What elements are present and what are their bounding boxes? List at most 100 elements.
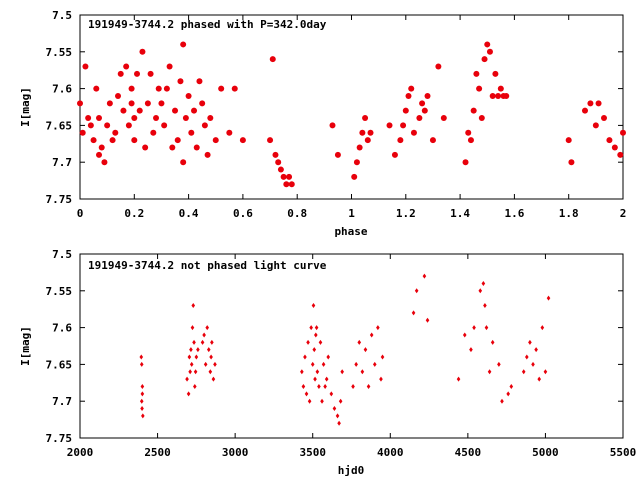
data-point bbox=[163, 85, 170, 92]
data-point bbox=[199, 100, 206, 107]
data-point bbox=[484, 325, 489, 331]
data-point bbox=[180, 159, 187, 166]
data-point bbox=[213, 361, 217, 367]
x-tick-label: 0 bbox=[77, 207, 84, 220]
data-point bbox=[158, 100, 165, 107]
data-point bbox=[376, 325, 380, 331]
data-point bbox=[465, 129, 472, 136]
y-axis-label: I[mag] bbox=[19, 326, 32, 366]
x-tick-label: 2500 bbox=[144, 446, 171, 459]
data-point bbox=[408, 85, 415, 92]
data-point bbox=[131, 115, 138, 122]
data-point bbox=[587, 100, 594, 107]
data-point bbox=[528, 339, 532, 345]
plot-frame bbox=[79, 14, 624, 200]
data-point bbox=[90, 137, 97, 144]
data-point bbox=[323, 383, 327, 389]
data-point bbox=[356, 144, 363, 151]
data-point bbox=[125, 122, 132, 129]
data-point bbox=[196, 78, 203, 85]
data-point bbox=[500, 398, 504, 404]
data-point bbox=[363, 347, 368, 353]
data-point bbox=[546, 295, 551, 301]
x-tick-label: 1.2 bbox=[396, 207, 416, 220]
data-point bbox=[606, 137, 613, 144]
data-point bbox=[478, 115, 485, 122]
data-point bbox=[351, 173, 358, 180]
data-point bbox=[337, 420, 341, 426]
data-point bbox=[357, 339, 362, 345]
data-point bbox=[304, 391, 309, 397]
data-point bbox=[169, 144, 176, 151]
phased-light-curve-panel: 191949-3744.2 phased with P=342.0day pha… bbox=[19, 9, 626, 238]
data-point bbox=[104, 122, 111, 129]
data-point bbox=[359, 129, 366, 136]
data-point bbox=[421, 107, 428, 114]
data-point bbox=[189, 347, 193, 353]
data-point bbox=[326, 354, 331, 360]
data-point bbox=[391, 151, 398, 158]
data-point bbox=[334, 151, 341, 158]
data-point bbox=[320, 398, 324, 404]
data-point bbox=[77, 100, 83, 107]
data-point bbox=[286, 173, 293, 180]
data-point bbox=[139, 354, 144, 360]
data-point bbox=[492, 70, 499, 77]
data-point bbox=[185, 92, 192, 99]
data-point bbox=[128, 100, 135, 107]
data-point bbox=[201, 122, 208, 129]
data-point bbox=[351, 383, 355, 389]
data-point bbox=[200, 339, 205, 345]
data-point bbox=[332, 406, 337, 412]
data-point bbox=[301, 383, 306, 389]
data-point bbox=[362, 115, 369, 122]
data-point bbox=[182, 115, 189, 122]
y-tick-label: 7.5 bbox=[52, 9, 72, 22]
data-point bbox=[617, 151, 624, 158]
data-point bbox=[231, 85, 238, 92]
data-point bbox=[473, 70, 480, 77]
x-tick-label: 5000 bbox=[532, 446, 559, 459]
data-point bbox=[424, 92, 431, 99]
data-point bbox=[422, 273, 427, 279]
data-point bbox=[79, 129, 86, 136]
data-point bbox=[543, 369, 548, 375]
y-tick-label: 7.6 bbox=[52, 322, 72, 335]
data-point bbox=[489, 92, 496, 99]
data-point bbox=[364, 137, 371, 144]
plot-frame bbox=[79, 253, 624, 439]
data-point bbox=[106, 100, 113, 107]
data-point bbox=[476, 85, 483, 92]
data-point bbox=[112, 129, 119, 136]
data-points bbox=[139, 273, 551, 426]
data-point bbox=[193, 383, 197, 389]
data-point bbox=[140, 391, 145, 397]
data-point bbox=[269, 56, 276, 63]
data-point bbox=[202, 332, 206, 338]
data-point bbox=[318, 339, 323, 345]
data-point bbox=[440, 115, 447, 122]
data-point bbox=[416, 115, 423, 122]
data-point bbox=[150, 129, 157, 136]
data-point bbox=[435, 63, 442, 70]
data-point bbox=[487, 369, 492, 375]
data-point bbox=[354, 361, 358, 367]
data-point bbox=[581, 107, 588, 114]
data-point bbox=[155, 85, 162, 92]
data-point bbox=[139, 48, 146, 55]
data-point bbox=[207, 115, 214, 122]
data-point bbox=[177, 78, 184, 85]
data-point bbox=[565, 137, 572, 144]
data-point bbox=[360, 369, 365, 375]
data-point bbox=[134, 70, 141, 77]
data-point bbox=[366, 383, 371, 389]
data-point bbox=[369, 332, 374, 338]
data-point bbox=[411, 310, 416, 316]
data-point bbox=[592, 122, 599, 129]
x-tick-label: 0.6 bbox=[233, 207, 253, 220]
y-ticks: 7.5 7.55 7.6 7.65 7.7 7.75 bbox=[46, 248, 623, 445]
data-points bbox=[77, 41, 626, 188]
data-point bbox=[478, 288, 483, 294]
data-point bbox=[96, 151, 103, 158]
chart-title: 191949-3744.2 phased with P=342.0day bbox=[88, 18, 327, 31]
